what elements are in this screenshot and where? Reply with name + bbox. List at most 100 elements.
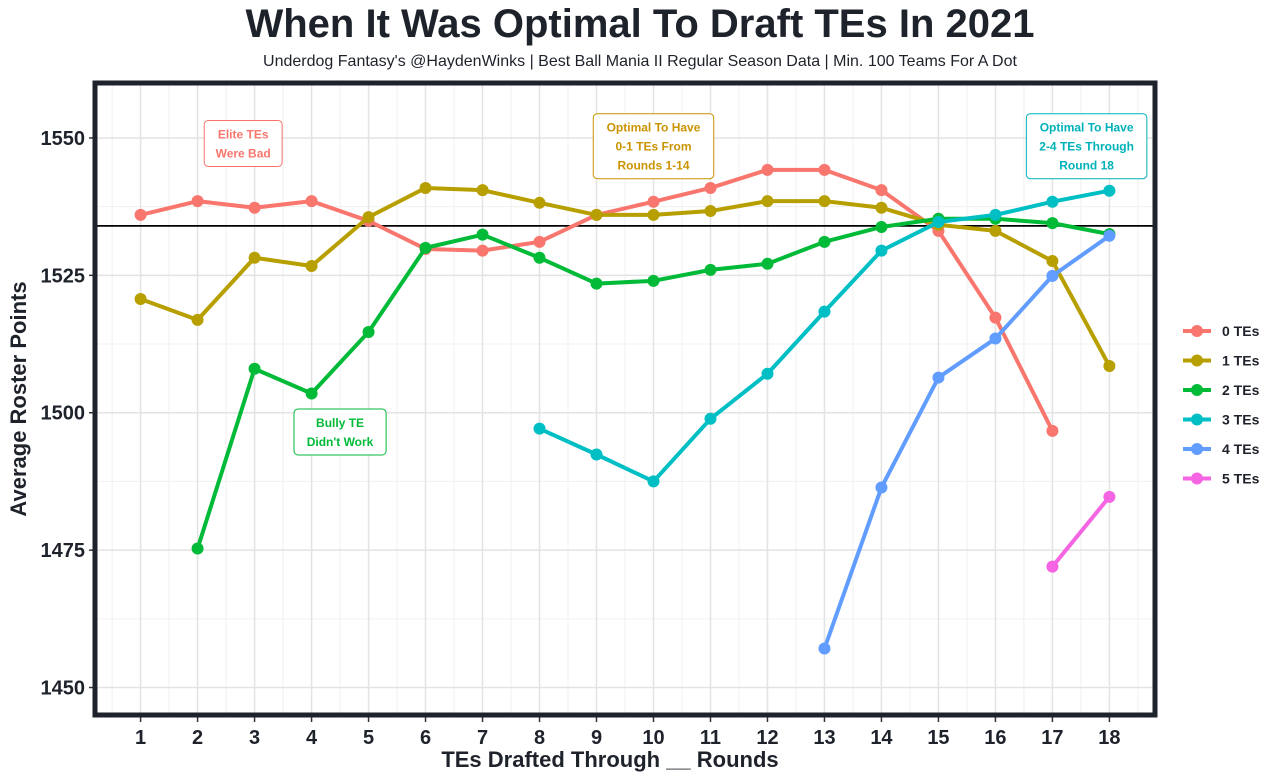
legend-key-point (1191, 384, 1203, 396)
x-tick-label: 15 (927, 727, 949, 749)
data-point (704, 263, 717, 276)
y-tick-label: 1525 (41, 265, 86, 287)
data-point (647, 208, 660, 221)
data-point (932, 216, 945, 229)
x-tick-label: 3 (249, 727, 260, 749)
data-point (1103, 229, 1116, 242)
data-point (761, 163, 774, 176)
data-point (761, 367, 774, 380)
data-point (875, 184, 888, 197)
annotation-text: 0-1 TEs From (615, 140, 691, 154)
x-tick-label: 16 (984, 727, 1006, 749)
annotation-text: Bully TE (316, 416, 364, 430)
data-point (533, 251, 546, 264)
data-point (134, 208, 147, 221)
series-4-tes (818, 229, 1116, 655)
data-point (533, 422, 546, 435)
annotation-text: Optimal To Have (1040, 121, 1134, 135)
data-point (818, 163, 831, 176)
legend-label: 0 TEs (1222, 323, 1260, 339)
x-tick-label: 6 (420, 727, 431, 749)
legend-key-point (1191, 443, 1203, 455)
data-point (818, 235, 831, 248)
data-point (875, 244, 888, 257)
annotation-box (203, 119, 283, 167)
data-point (362, 325, 375, 338)
x-tick-label: 7 (477, 727, 488, 749)
annotation-box (1025, 113, 1148, 180)
annotation-text: Optimal To Have (607, 121, 701, 135)
series-line (139, 185, 1112, 367)
data-point (704, 205, 717, 218)
y-tick-label: 1550 (41, 128, 86, 150)
data-point (818, 195, 831, 208)
x-tick-label: 5 (363, 727, 374, 749)
data-point (1103, 490, 1116, 503)
x-tick-label: 11 (700, 727, 721, 749)
y-tick-label: 1450 (41, 678, 86, 700)
data-point (647, 274, 660, 287)
data-point (1046, 255, 1059, 268)
data-point (1046, 217, 1059, 230)
annotation-text: Round 18 (1059, 159, 1114, 173)
panel-border (92, 80, 1158, 718)
series-line (1050, 495, 1111, 568)
x-tick-label: 17 (1041, 727, 1063, 749)
x-tick-label: 4 (306, 727, 318, 749)
data-point (1046, 424, 1059, 437)
x-tick-label: 18 (1098, 727, 1120, 749)
annotation-text: Didn't Work (307, 435, 374, 449)
legend-label: 5 TEs (1222, 471, 1260, 487)
data-point (590, 208, 603, 221)
y-tick-label: 1475 (41, 540, 86, 562)
data-point (191, 313, 204, 326)
legend-label: 4 TEs (1222, 441, 1260, 457)
data-point (533, 235, 546, 248)
data-point (1103, 360, 1116, 373)
data-point (590, 448, 603, 461)
legend-key-point (1191, 354, 1203, 367)
data-point (647, 475, 660, 488)
x-tick-label: 8 (534, 727, 545, 749)
data-point (875, 481, 888, 494)
data-point (191, 542, 204, 555)
data-point (419, 241, 432, 254)
data-point (305, 387, 318, 400)
x-tick-label: 2 (192, 727, 203, 749)
legend-label: 3 TEs (1222, 412, 1260, 428)
data-point (1046, 269, 1059, 282)
chart-title: When It Was Optimal To Draft TEs In 2021 (245, 2, 1035, 46)
data-point (1046, 195, 1059, 208)
series-5-tes (1046, 490, 1116, 573)
legend-key-point (1191, 472, 1203, 485)
data-point (191, 195, 204, 208)
x-axis-label: TEs Drafted Through __ Rounds (441, 747, 778, 772)
y-axis-label: Average Roster Points (6, 281, 31, 516)
annotation-text: Elite TEs (218, 127, 269, 141)
data-point (476, 244, 489, 257)
legend-label: 2 TEs (1222, 382, 1260, 398)
data-point (419, 181, 432, 194)
series-3-tes (533, 184, 1116, 488)
y-tick-label: 1500 (41, 403, 86, 425)
data-point (875, 201, 888, 214)
annotation-text: Rounds 1-14 (617, 159, 689, 173)
data-point (818, 642, 831, 655)
data-point (989, 224, 1002, 237)
data-point (704, 181, 717, 194)
annotation-box (592, 113, 715, 180)
data-point (476, 184, 489, 197)
annotation: Optimal To Have 0-1 TEs From Rounds 1-14 (592, 113, 715, 180)
annotation-box (293, 408, 387, 456)
chart-subtitle: Underdog Fantasy's @HaydenWinks | Best B… (263, 53, 1017, 70)
data-point (533, 196, 546, 209)
data-point (989, 332, 1002, 345)
data-point (704, 412, 717, 425)
data-point (989, 311, 1002, 324)
data-point (305, 195, 318, 208)
data-point (476, 228, 489, 241)
annotation-text: 2-4 TEs Through (1039, 140, 1134, 154)
legend-key-point (1191, 325, 1203, 337)
